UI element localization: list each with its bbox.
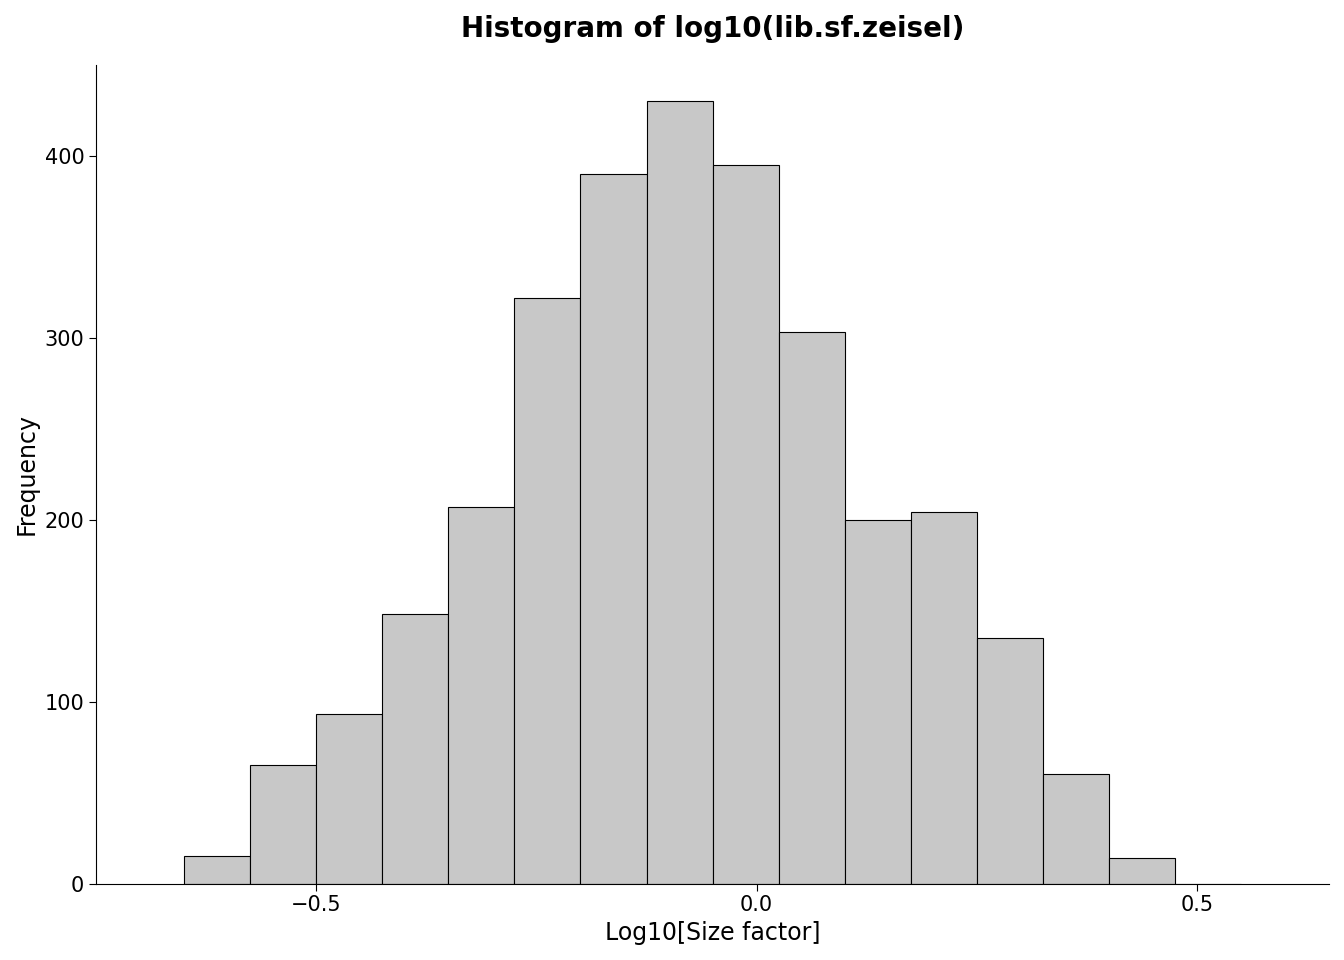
Title: Histogram of log10(lib.sf.zeisel): Histogram of log10(lib.sf.zeisel) <box>461 15 964 43</box>
Bar <box>382 614 449 883</box>
Bar <box>250 765 316 883</box>
Bar <box>184 856 250 883</box>
Bar <box>515 298 581 883</box>
Y-axis label: Frequency: Frequency <box>15 413 39 536</box>
Bar <box>977 638 1043 883</box>
Bar <box>712 165 778 883</box>
Bar <box>646 101 712 883</box>
Bar <box>316 714 382 883</box>
Bar <box>581 174 646 883</box>
Bar <box>844 519 911 883</box>
Bar <box>911 513 977 883</box>
X-axis label: Log10[Size factor]: Log10[Size factor] <box>605 921 820 945</box>
Bar <box>1109 858 1175 883</box>
Bar <box>449 507 515 883</box>
Bar <box>778 332 844 883</box>
Bar <box>1043 775 1109 883</box>
